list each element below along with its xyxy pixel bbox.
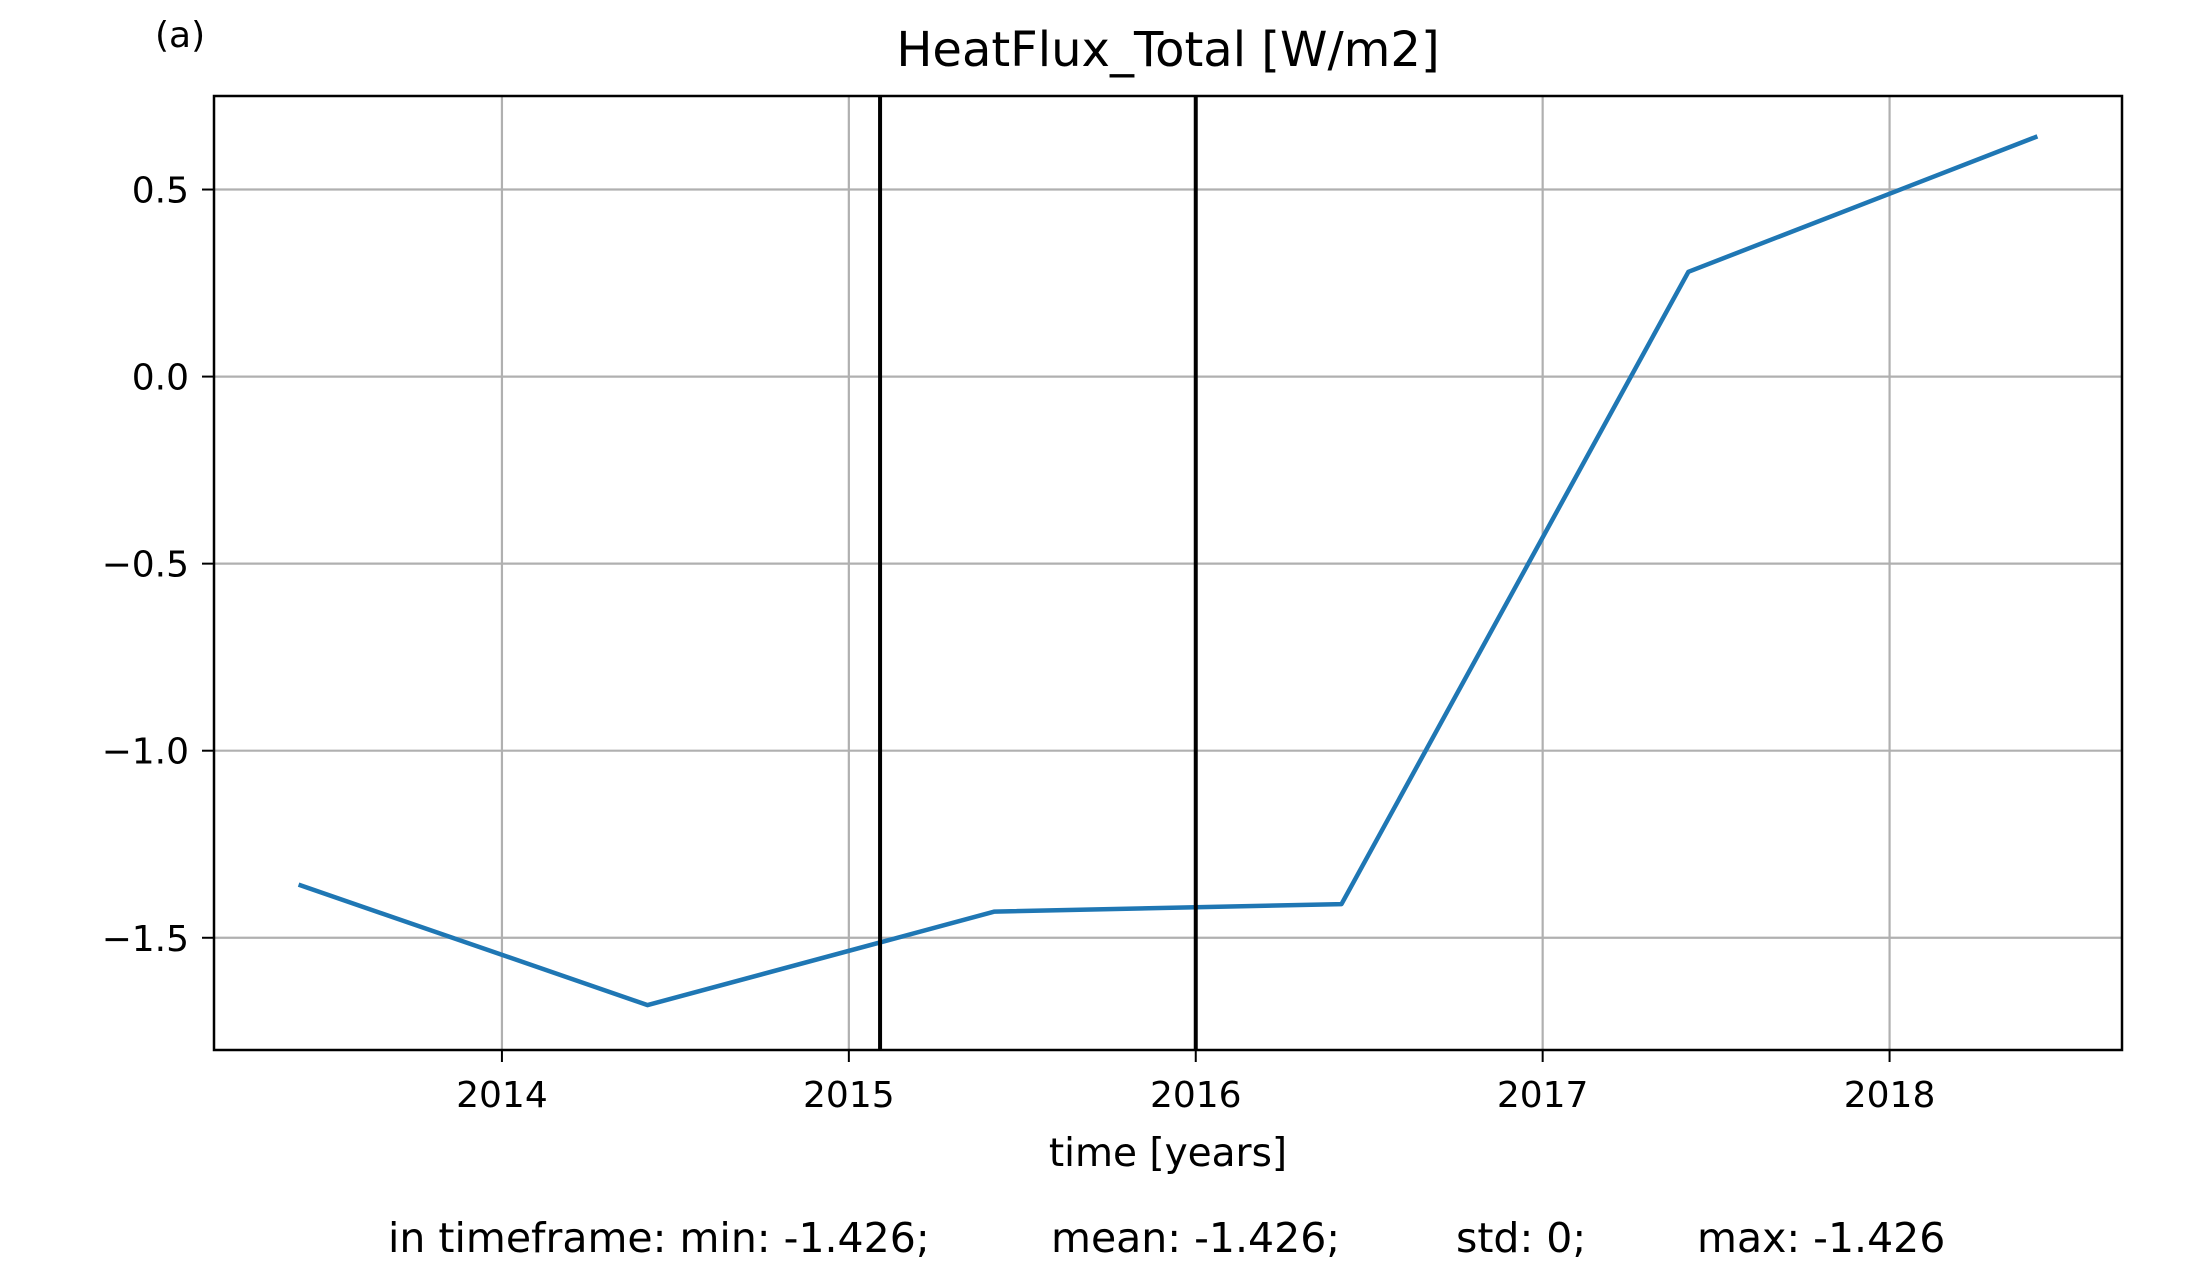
series-line (297, 134, 2039, 1008)
vline-layer (878, 96, 1198, 1050)
y-tick-label: 0.5 (132, 171, 189, 212)
chart-title: HeatFlux_Total [W/m2] (896, 22, 1439, 78)
y-tick-label: 0.0 (132, 358, 189, 399)
x-tick-label: 2018 (1844, 1075, 1936, 1116)
stats-mean: mean: -1.426; (1051, 1214, 1340, 1262)
y-tick-label: −1.0 (102, 732, 189, 773)
y-tick-label: −1.5 (102, 919, 189, 960)
x-tick-label: 2014 (456, 1075, 548, 1116)
tick-layer: 2014 2015 2016 2017 2018 0.5 0.0 −0.5 −1.0 −1.5 (102, 171, 1936, 1116)
x-axis-label: time [years] (1049, 1131, 1287, 1176)
stats-min-value: min: -1.426; (679, 1214, 929, 1262)
panel-label: (a) (155, 15, 205, 56)
y-tick-label: −0.5 (102, 545, 189, 586)
stats-std: std: 0; (1456, 1214, 1586, 1262)
plot-frame (212, 94, 2124, 1052)
x-tick-label: 2016 (1150, 1075, 1242, 1116)
stats-max: max: -1.426 (1697, 1214, 1945, 1262)
series-layer (297, 134, 2039, 1008)
stats-prefix: in timeframe: (388, 1214, 666, 1262)
x-tick-label: 2015 (803, 1075, 895, 1116)
stats-min: in timeframe: min: -1.426; (388, 1214, 930, 1262)
x-tick-label: 2017 (1497, 1075, 1589, 1116)
